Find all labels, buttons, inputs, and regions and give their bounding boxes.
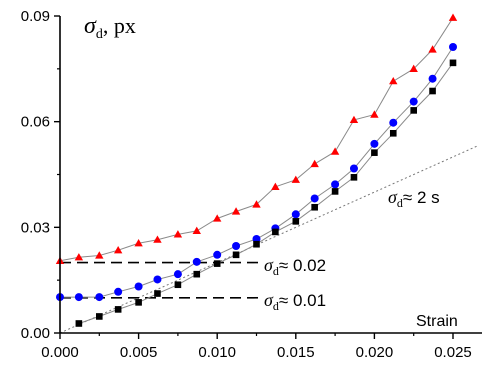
data-point-triangle <box>153 235 162 243</box>
data-point-triangle <box>349 115 359 124</box>
data-point-triangle <box>448 13 458 21</box>
data-point-square <box>331 188 339 195</box>
series-circle <box>56 42 457 302</box>
data-point-circle <box>428 74 437 83</box>
data-point-square <box>292 218 300 225</box>
data-point-triangle <box>330 147 340 155</box>
annotation-label: σd≈ 0.01 <box>264 290 326 313</box>
reference-line-label: σd≈ 2 s <box>388 187 440 210</box>
annotation-label-subscript: d <box>273 264 279 278</box>
data-point-square <box>253 240 260 248</box>
reference-line-label-rest: ≈ 2 s <box>403 188 440 207</box>
y-tick-label: 0.06 <box>21 114 50 131</box>
series-group <box>55 13 458 327</box>
data-point-circle <box>114 287 123 296</box>
data-point-square <box>272 228 279 236</box>
data-point-triangle <box>95 251 104 259</box>
data-point-square <box>154 290 161 297</box>
data-point-square <box>410 107 417 114</box>
x-tick-label: 0.005 <box>120 344 158 361</box>
data-point-square <box>311 203 318 211</box>
y-tick-label: 0.03 <box>21 219 50 236</box>
data-point-triangle <box>428 45 437 53</box>
data-point-square <box>135 299 142 306</box>
data-point-square <box>350 174 358 181</box>
reference-line-label-symbol: σ <box>388 187 398 207</box>
data-point-circle <box>310 194 319 203</box>
data-point-triangle <box>310 159 319 168</box>
x-tick-label: 0.025 <box>434 344 472 361</box>
data-point-triangle <box>370 110 379 118</box>
reference-line-group: σd≈ 2 s <box>59 145 477 334</box>
annotation-label-rest: ≈ 0.01 <box>279 291 326 310</box>
y-tick-label: 0.00 <box>21 325 50 342</box>
data-point-square <box>174 281 182 289</box>
data-point-circle <box>409 97 418 106</box>
data-point-circle <box>134 282 143 291</box>
series-triangle <box>55 13 458 264</box>
data-point-triangle <box>74 253 84 261</box>
data-point-triangle <box>173 230 183 238</box>
data-point-circle <box>95 293 104 302</box>
data-point-triangle <box>271 182 280 190</box>
data-point-triangle <box>291 175 300 183</box>
x-axis-label: Strain <box>416 313 458 330</box>
y-axis-label-subscript: d <box>96 27 103 42</box>
data-point-square <box>96 313 103 320</box>
data-point-square <box>114 306 122 313</box>
reference-line-label-subscript: d <box>397 196 403 210</box>
x-tick-label: 0.015 <box>277 344 315 361</box>
data-point-circle <box>153 275 162 284</box>
data-point-triangle <box>113 246 123 254</box>
data-point-square <box>389 129 397 137</box>
data-point-square <box>193 270 201 278</box>
data-point-square <box>449 59 457 67</box>
data-point-triangle <box>389 76 398 85</box>
data-point-circle <box>74 293 83 302</box>
x-tick-label: 0.000 <box>41 344 79 361</box>
annotation-label-symbol: σ <box>264 255 274 275</box>
data-point-triangle <box>192 226 201 235</box>
series-line <box>60 46 454 298</box>
y-axis-label-symbol: σ <box>84 13 97 39</box>
data-point-square <box>429 87 436 95</box>
data-point-triangle <box>134 238 143 247</box>
data-point-square <box>232 251 240 259</box>
data-point-triangle <box>231 207 241 215</box>
series-square <box>75 59 457 327</box>
data-point-triangle <box>213 214 222 222</box>
y-axis-label-unit: , px <box>103 13 136 38</box>
data-point-square <box>213 260 221 267</box>
data-point-circle <box>370 139 379 148</box>
x-tick-label: 0.010 <box>198 344 236 361</box>
data-point-circle <box>213 250 222 259</box>
annotation-label: σd≈ 0.02 <box>264 255 326 278</box>
annotation-label-symbol: σ <box>264 290 274 310</box>
annotation-label-subscript: d <box>273 299 279 313</box>
series-line <box>59 17 454 262</box>
data-point-circle <box>331 180 340 189</box>
y-axis-label: σd, px <box>84 13 136 42</box>
data-point-circle <box>192 257 201 266</box>
data-point-triangle <box>252 200 261 208</box>
data-point-circle <box>173 270 182 279</box>
data-point-circle <box>349 164 358 173</box>
data-point-triangle <box>409 64 418 72</box>
data-point-square <box>371 149 378 156</box>
x-tick-label: 0.020 <box>356 344 394 361</box>
data-point-circle <box>449 42 457 51</box>
data-point-circle <box>232 242 241 251</box>
y-tick-label: 0.09 <box>21 8 50 25</box>
data-point-square <box>75 320 83 327</box>
data-point-circle <box>291 210 300 219</box>
axes-group: 0.000 0.005 0.010 0.015 0.020 0.025 0.00 0.03 0.… <box>21 8 482 361</box>
data-point-circle <box>389 118 398 127</box>
annotation-label-rest: ≈ 0.02 <box>279 256 326 275</box>
